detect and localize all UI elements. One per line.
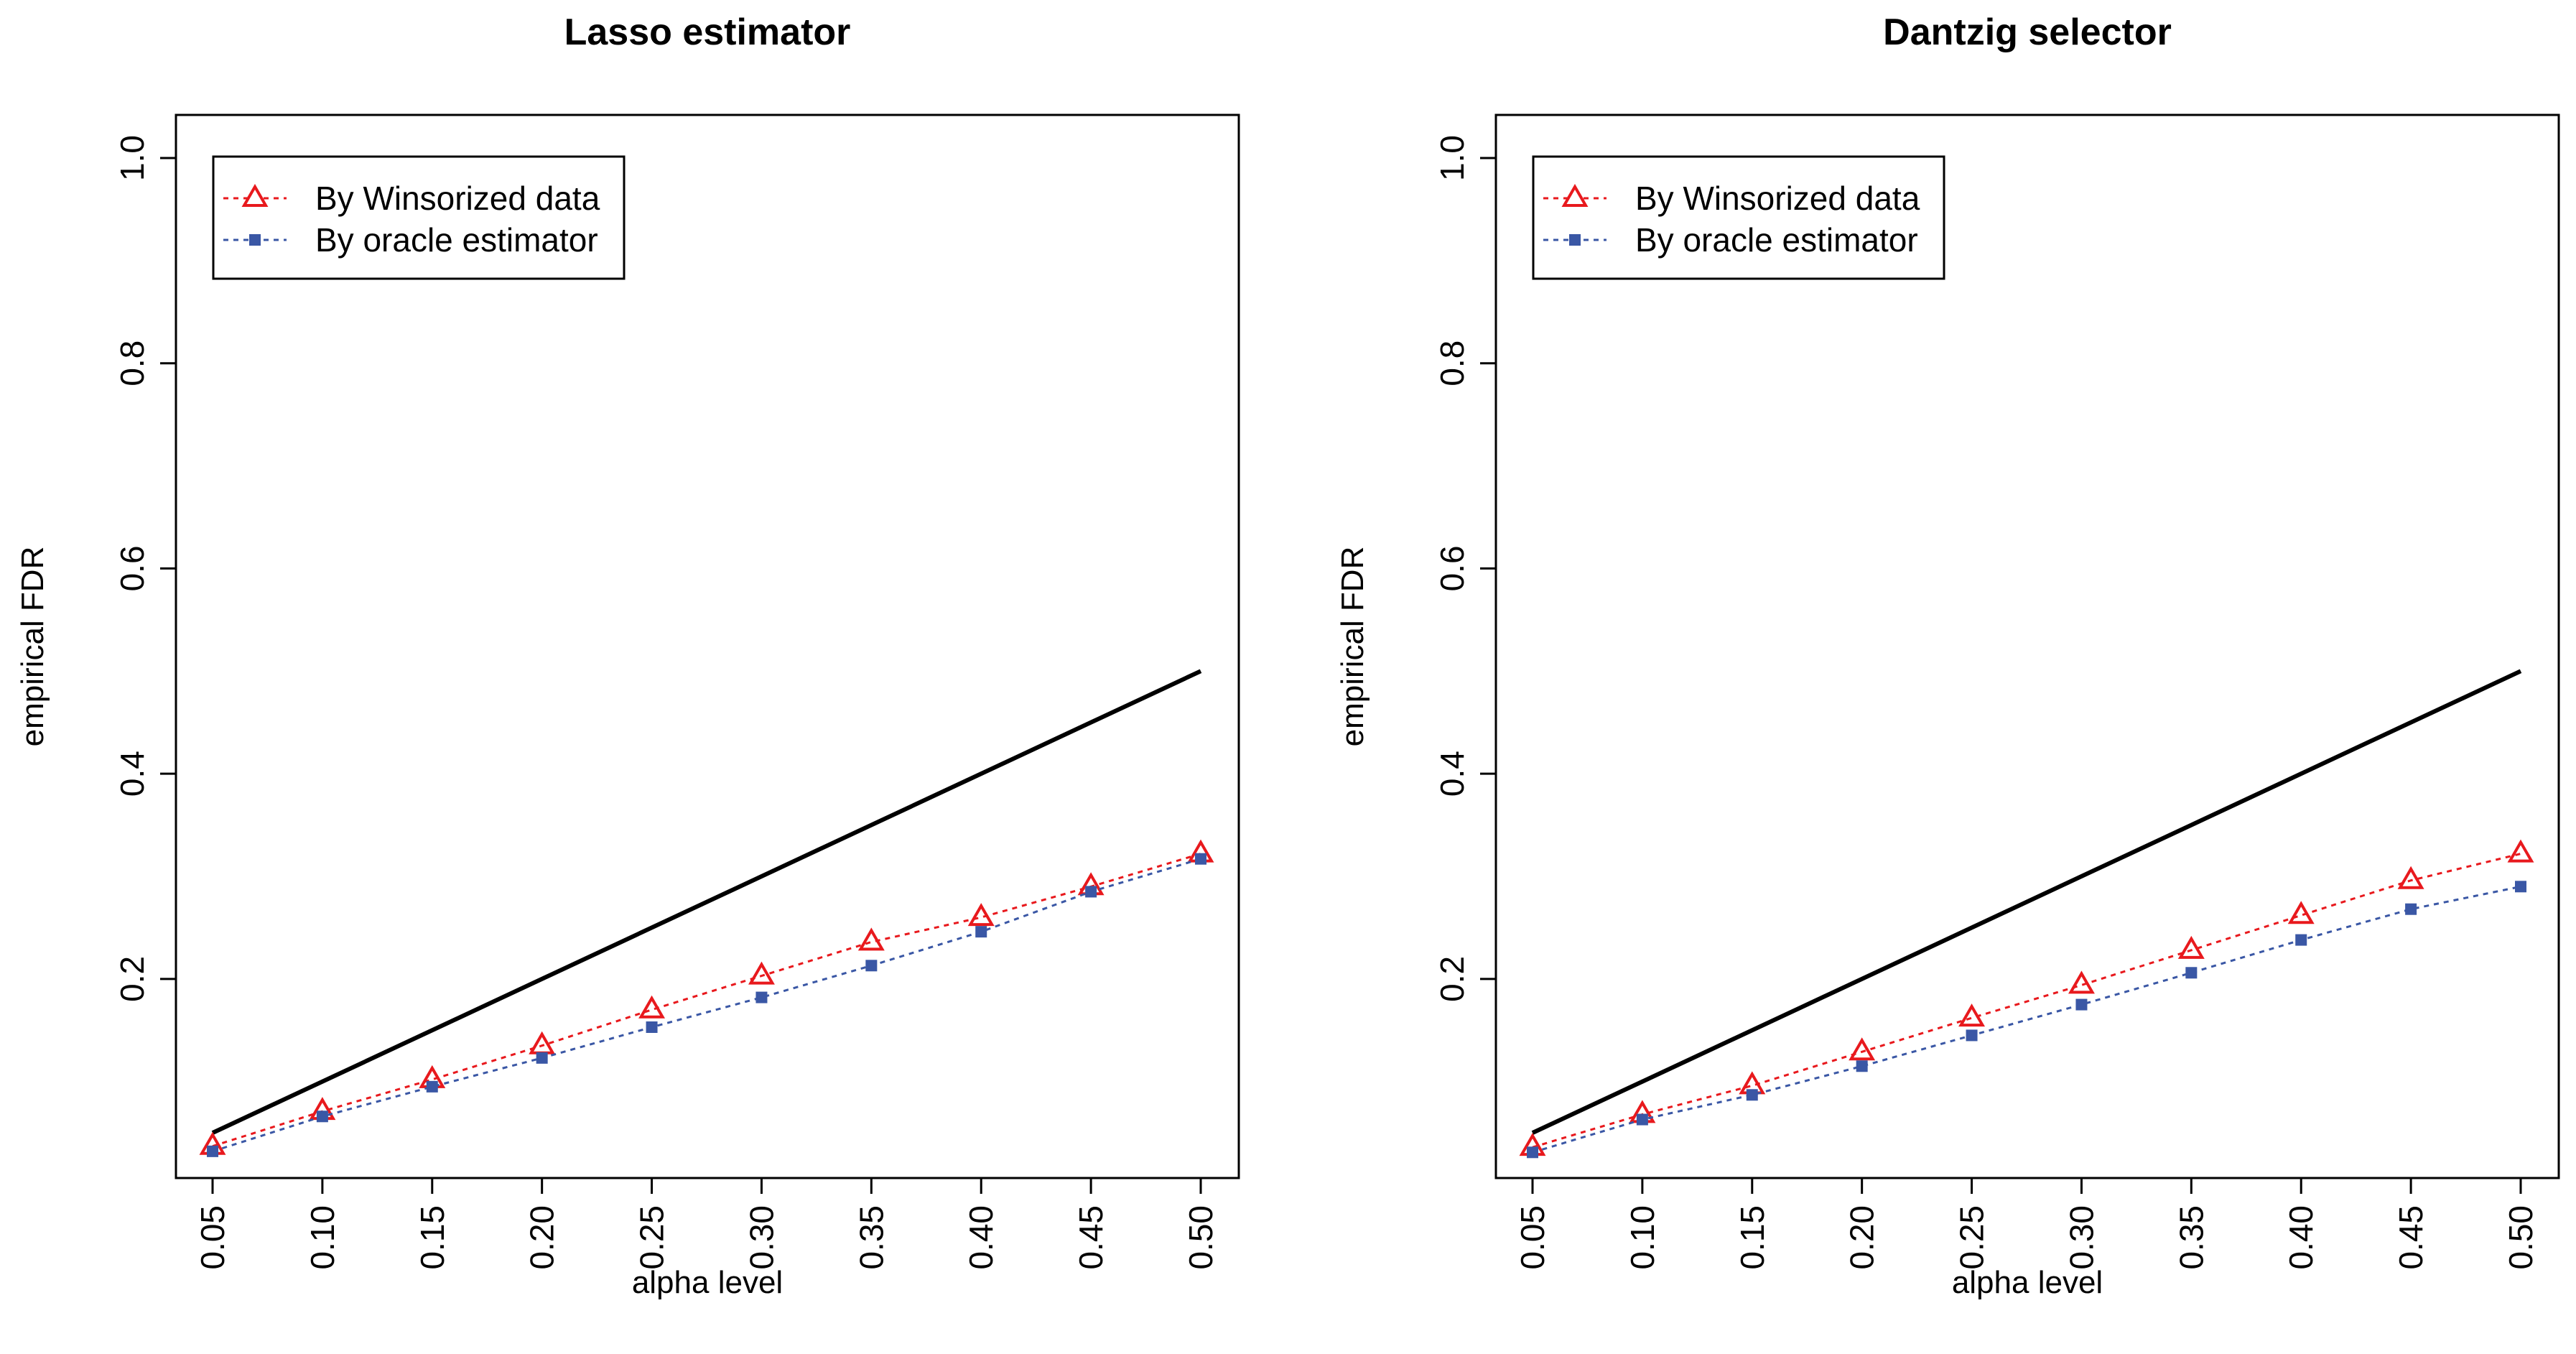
series-line-winsorized xyxy=(212,853,1201,1148)
x-axis-ticks: 0.05 0.10 0.15 0.20 0.25 0.30 0.35 0.40 0.45 0.50 xyxy=(194,1177,1219,1270)
reference-line-y-equals-alpha xyxy=(211,669,1202,1135)
series-line-oracle xyxy=(1532,885,2521,1154)
data-point-triangle xyxy=(2287,901,2315,924)
data-point-triangle xyxy=(857,927,885,951)
legend-label: By oracle estimator xyxy=(1635,221,1918,259)
data-point-triangle xyxy=(2397,866,2424,889)
x-tick-label: 0.30 xyxy=(2063,1205,2100,1270)
data-point-square xyxy=(1085,886,1097,898)
legend-box xyxy=(1532,155,1945,280)
x-tick-label: 0.40 xyxy=(962,1205,1000,1270)
data-point-square xyxy=(975,926,987,938)
data-point-square xyxy=(1746,1089,1758,1101)
legend-box xyxy=(212,155,626,280)
legend-marker-triangle xyxy=(1561,183,1589,207)
chart-dantzig-selector: Dantzig selector alpha level empirical F… xyxy=(1335,11,2560,1300)
data-point-square xyxy=(1966,1029,1978,1042)
legend-marker-square xyxy=(1569,234,1581,246)
x-tick-label: 0.40 xyxy=(2282,1205,2320,1270)
x-tick-label: 0.50 xyxy=(2502,1205,2539,1270)
x-tick-label: 0.10 xyxy=(1624,1205,1661,1270)
x-tick-label: 0.05 xyxy=(194,1205,231,1270)
data-point-square xyxy=(1856,1060,1868,1072)
x-tick-label: 0.20 xyxy=(1843,1205,1881,1270)
data-point-square xyxy=(755,991,768,1003)
y-tick-label: 0.4 xyxy=(113,751,151,797)
x-tick-label: 0.25 xyxy=(633,1205,671,1270)
data-point-square xyxy=(2515,881,2526,893)
data-point-square xyxy=(536,1052,548,1064)
y-axis-label: empirical FDR xyxy=(1335,547,1370,747)
data-point-square xyxy=(2185,967,2198,979)
data-point-square xyxy=(1636,1113,1648,1126)
y-axis-label: empirical FDR xyxy=(15,547,50,747)
data-point-triangle xyxy=(638,995,666,1019)
series-group xyxy=(1519,839,2534,1159)
data-point-square xyxy=(1527,1146,1538,1159)
x-tick-label: 0.25 xyxy=(1953,1205,1991,1270)
x-axis-label: alpha level xyxy=(1952,1265,2103,1300)
legend-marker-triangle xyxy=(241,183,269,207)
legend: By Winsorized data By oracle estimator xyxy=(212,155,626,280)
x-tick-label: 0.35 xyxy=(2172,1205,2210,1270)
data-point-square xyxy=(646,1021,658,1033)
chart-title: Lasso estimator xyxy=(564,11,851,53)
reference-line xyxy=(211,669,1202,1135)
legend-label: By Winsorized data xyxy=(315,180,600,217)
series-group xyxy=(199,839,1214,1157)
data-point-square xyxy=(2405,903,2417,915)
data-point-square xyxy=(426,1080,438,1093)
data-point-square xyxy=(865,960,878,972)
x-axis-ticks: 0.05 0.10 0.15 0.20 0.25 0.30 0.35 0.40 0.45 0.50 xyxy=(1514,1177,2539,1270)
legend: By Winsorized data By oracle estimator xyxy=(1532,155,1945,280)
y-tick-label: 0.2 xyxy=(113,956,151,1002)
y-tick-label: 1.0 xyxy=(113,135,151,181)
x-tick-label: 0.45 xyxy=(1072,1205,1110,1270)
series-line-winsorized xyxy=(1532,853,2521,1149)
y-axis-ticks: 0.2 0.4 0.6 0.8 1.0 xyxy=(1433,135,1497,1002)
data-point-triangle xyxy=(1958,1003,1986,1027)
y-tick-label: 0.8 xyxy=(1433,340,1471,386)
x-tick-label: 0.50 xyxy=(1182,1205,1219,1270)
y-tick-label: 0.6 xyxy=(1433,545,1471,591)
legend-label: By Winsorized data xyxy=(1635,180,1920,217)
data-point-square xyxy=(207,1145,218,1157)
x-tick-label: 0.15 xyxy=(414,1205,451,1270)
x-tick-label: 0.45 xyxy=(2392,1205,2429,1270)
y-tick-label: 0.2 xyxy=(1433,956,1471,1002)
data-point-square xyxy=(2295,934,2307,946)
data-point-square xyxy=(1195,853,1206,865)
data-point-triangle xyxy=(967,903,995,927)
legend-marker-square xyxy=(249,234,261,246)
y-tick-label: 0.8 xyxy=(113,340,151,386)
data-point-square xyxy=(316,1110,328,1123)
chart-lasso-estimator: Lasso estimator alpha level empirical FD… xyxy=(15,11,1240,1300)
x-tick-label: 0.05 xyxy=(1514,1205,1551,1270)
data-point-triangle xyxy=(748,961,775,985)
y-axis-ticks: 0.2 0.4 0.6 0.8 1.0 xyxy=(113,135,177,1002)
data-point-triangle xyxy=(2177,935,2205,959)
data-point-triangle xyxy=(2507,839,2534,863)
data-point-triangle xyxy=(2068,970,2095,994)
data-point-triangle xyxy=(1849,1037,1876,1061)
x-tick-label: 0.30 xyxy=(743,1205,780,1270)
data-point-square xyxy=(2075,998,2088,1011)
x-tick-label: 0.20 xyxy=(524,1205,561,1270)
x-tick-label: 0.10 xyxy=(304,1205,341,1270)
x-tick-label: 0.15 xyxy=(1734,1205,1771,1270)
x-axis-label: alpha level xyxy=(632,1265,783,1300)
legend-label: By oracle estimator xyxy=(315,221,598,259)
x-tick-label: 0.35 xyxy=(852,1205,890,1270)
y-tick-label: 0.6 xyxy=(113,545,151,591)
chart-title: Dantzig selector xyxy=(1883,11,2172,53)
reference-line xyxy=(1531,669,2522,1135)
y-tick-label: 0.4 xyxy=(1433,751,1471,797)
reference-line-y-equals-alpha xyxy=(1531,669,2522,1135)
y-tick-label: 1.0 xyxy=(1433,135,1471,181)
series-line-oracle xyxy=(212,858,1201,1153)
